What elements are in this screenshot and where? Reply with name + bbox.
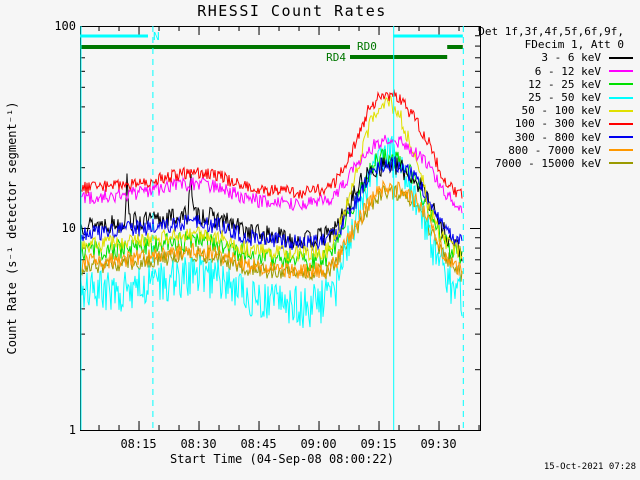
legend-header-decim-att: FDecim 1, Att 0 [524,38,624,52]
n-event-label: N [153,30,160,43]
legend-item: 300 - 800 keV [477,131,633,144]
legend-item: 6 - 12 keV [477,65,633,78]
curve-7000-15000keV [81,184,463,282]
x-tick-label: 09:15 [360,437,397,451]
legend-item: 25 - 50 keV [477,91,633,104]
legend-item: 50 - 100 keV [477,104,633,117]
legend-color-swatch [609,83,633,86]
event-annotations [80,26,464,430]
legend-item-label: 12 - 25 keV [528,77,601,91]
legend-item-label: 6 - 12 keV [534,64,601,78]
legend-color-swatch [609,56,633,59]
x-tick-label: 08:30 [180,437,217,451]
y-tick-label: 10 [61,221,76,235]
curve-800-7000keV [81,179,463,279]
data-curves [81,89,463,329]
legend-item-label: 50 - 100 keV [521,104,601,118]
y-axis-title: Count Rate (s⁻¹ detector segment⁻¹) [5,102,19,355]
legend-items: 3 - 6 keV 6 - 12 keV 12 - 25 keV 25 - 50 ke… [477,51,633,170]
legend-item-label: 100 - 300 keV [514,117,601,131]
curve-50-100keV [81,94,463,262]
legend-item-label: 3 - 6 keV [541,51,601,65]
legend-color-swatch [609,70,633,73]
legend-color-swatch [609,122,633,125]
legend-item: 3 - 6 keV [477,51,633,64]
legend-header-detectors: Det 1f,3f,4f,5f,6f,9f, [478,25,624,39]
axes-frame [80,26,481,431]
x-tick-label: 09:30 [420,437,457,451]
legend-item: 12 - 25 keV [477,78,633,91]
legend-item: 7000 - 15000 keV [477,157,633,170]
x-tick-label: 09:00 [300,437,337,451]
y-tick-label: 100 [54,19,76,33]
y-tick-label: 1 [68,423,76,437]
curve-100-300keV [81,89,463,199]
legend-color-swatch [609,96,633,99]
legend: Det 1f,3f,4f,5f,6f,9f, FDecim 1, Att 0 3… [477,25,633,170]
legend-item-label: 800 - 7000 keV [508,143,601,157]
legend-color-swatch [609,149,633,152]
legend-color-swatch [609,109,633,112]
legend-item-label: 25 - 50 keV [528,91,601,105]
rd4-event-label: RD4 [326,51,346,64]
curve-6-12keV [81,134,463,214]
render-timestamp: 15-Oct-2021 07:28 [543,462,636,472]
x-tick-label: 08:15 [120,437,157,451]
legend-color-swatch [609,136,633,139]
x-axis-title: Start Time (04-Sep-08 08:00:22) [170,452,394,466]
curve-300-800keV [81,156,463,253]
legend-item-label: 7000 - 15000 keV [495,156,601,170]
x-tick-label: 08:45 [240,437,277,451]
page-title: RHESSI Count Rates [197,2,387,20]
legend-item-label: 300 - 800 keV [514,130,601,144]
legend-item: 100 - 300 keV [477,117,633,130]
rd0-event-label: RD0 [357,40,377,53]
legend-item: 800 - 7000 keV [477,144,633,157]
legend-color-swatch [609,162,633,165]
